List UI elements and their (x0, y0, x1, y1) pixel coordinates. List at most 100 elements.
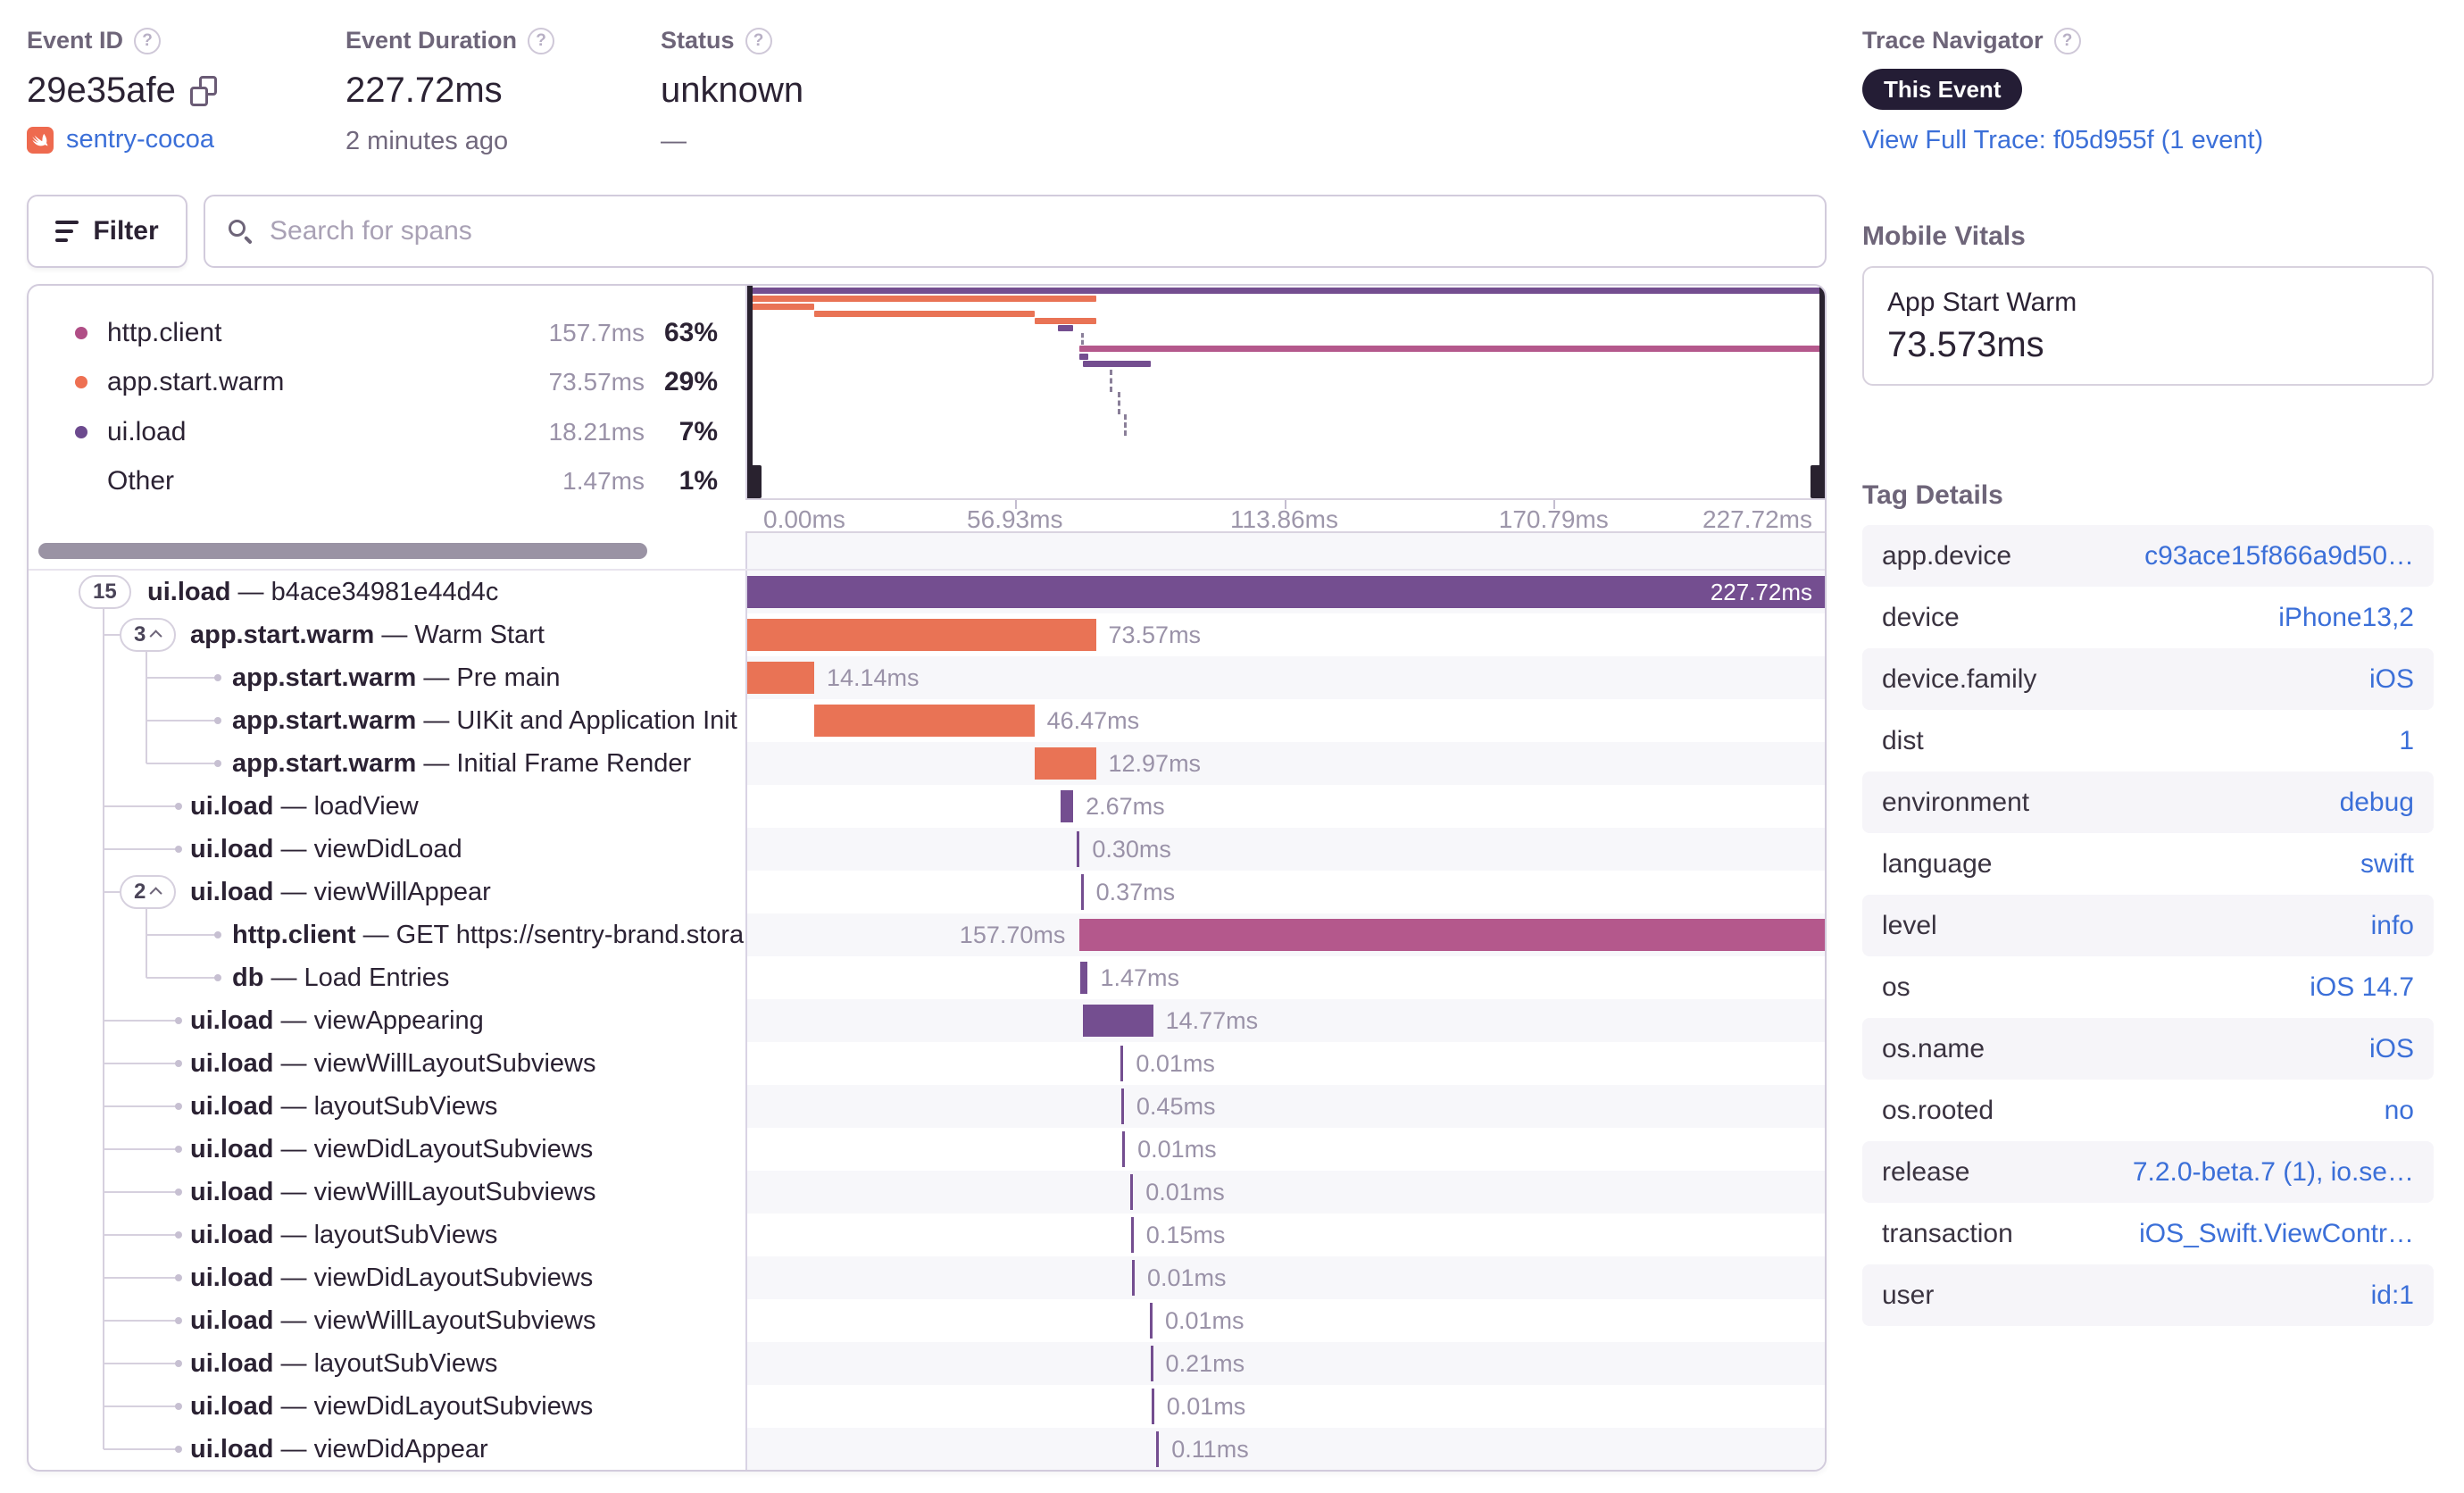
tag-value-link[interactable]: c93ace15f866a9d50… (2144, 540, 2414, 571)
tag-key: os.rooted (1882, 1095, 1994, 1125)
help-icon[interactable]: ? (134, 27, 162, 54)
tag-value-link[interactable]: iOS (2368, 1033, 2414, 1063)
span-duration-bar[interactable] (1060, 790, 1074, 822)
help-icon[interactable]: ? (528, 27, 555, 54)
tag-value-link[interactable]: 1 (2399, 725, 2414, 755)
tag-value-link[interactable]: info (2370, 910, 2414, 940)
panel-divider[interactable] (745, 286, 747, 1470)
span-duration-bar[interactable] (1077, 831, 1080, 867)
span-duration-bar[interactable] (1079, 962, 1088, 994)
copy-icon[interactable] (189, 75, 217, 106)
span-duration-label: 0.21ms (1165, 1350, 1245, 1377)
span-search-bar (204, 195, 1827, 268)
span-duration-bar[interactable] (1034, 747, 1096, 780)
tag-value-link[interactable]: id:1 (2370, 1280, 2414, 1310)
project-name[interactable]: sentry-cocoa (66, 125, 215, 154)
legend-duration: 18.21ms (548, 418, 645, 446)
event-duration-value: 227.72ms (345, 71, 503, 110)
minimap-span-bar (747, 296, 1096, 302)
span-row-label[interactable]: ui.load — viewDidLayoutSubviews (190, 1392, 594, 1421)
span-row-label[interactable]: http.client — GET https://sentry-brand.s… (232, 921, 744, 949)
span-duration-bar[interactable] (1151, 1389, 1154, 1424)
span-row-label[interactable]: ui.load — viewWillLayoutSubviews (190, 1178, 596, 1206)
span-duration-bar[interactable] (1120, 1046, 1124, 1081)
span-duration-bar[interactable] (747, 662, 814, 694)
span-row-label[interactable]: db — Load Entries (232, 963, 450, 992)
span-count-pill[interactable]: 2 (120, 875, 177, 909)
span-row-label[interactable]: ui.load — layoutSubViews (190, 1092, 498, 1121)
span-duration-bar[interactable] (1122, 1131, 1126, 1167)
span-row-label[interactable]: app.start.warm — Pre main (232, 663, 561, 692)
horizontal-scrollbar[interactable] (38, 543, 647, 559)
help-icon[interactable]: ? (2053, 27, 2081, 54)
tree-connector-dot (175, 1360, 182, 1367)
span-row-label[interactable]: ui.load — loadView (190, 792, 419, 821)
tag-value-link[interactable]: debug (2339, 787, 2414, 817)
legend-row[interactable]: ui.load 18.21ms 7% (29, 413, 743, 452)
tag-value-link[interactable]: iOS 14.7 (2310, 972, 2414, 1002)
minimap-right-handle[interactable] (1819, 286, 1825, 498)
span-row-label[interactable]: app.start.warm — Warm Start (190, 621, 545, 649)
tag-key: release (1882, 1156, 1970, 1187)
tag-key: level (1882, 910, 1937, 940)
span-duration-bar[interactable] (1130, 1174, 1134, 1210)
span-duration-bar[interactable] (1120, 1088, 1124, 1124)
span-row-label[interactable]: ui.load — layoutSubViews (190, 1221, 498, 1249)
tree-connector-dot (175, 1060, 182, 1067)
span-duration-bar[interactable] (1082, 1005, 1153, 1037)
vital-card-app-start-warm[interactable]: App Start Warm 73.573ms (1862, 266, 2434, 386)
span-row-label[interactable]: ui.load — viewWillLayoutSubviews (190, 1306, 596, 1335)
span-waterfall-panel: http.client 157.7ms 63% app.start.warm 73.57… (27, 284, 1827, 1472)
legend-row[interactable]: Other 1.47ms 1% (29, 462, 743, 501)
search-input[interactable] (270, 216, 1802, 246)
tag-value-link[interactable]: swift (2360, 848, 2414, 879)
view-full-trace-link[interactable]: View Full Trace: f05d955f (1 event) (1862, 126, 2264, 154)
filter-button[interactable]: Filter (27, 195, 187, 268)
tag-value-link[interactable]: iOS_Swift.ViewContr… (2139, 1218, 2414, 1248)
row-stripe (747, 1342, 1825, 1385)
legend-row[interactable]: app.start.warm 73.57ms 29% (29, 363, 743, 402)
span-duration-bar[interactable] (1130, 1217, 1134, 1253)
span-count-pill[interactable]: 3 (120, 618, 177, 652)
span-duration-bar[interactable] (747, 619, 1096, 651)
span-duration-bar[interactable] (747, 576, 1825, 608)
span-row-label[interactable]: ui.load — viewWillAppear (190, 878, 491, 906)
span-row-label[interactable]: ui.load — viewWillLayoutSubviews (190, 1049, 596, 1078)
span-row-label[interactable]: ui.load — b4ace34981e44d4c (147, 578, 499, 606)
span-duration-bar[interactable] (1132, 1260, 1135, 1296)
span-row-label[interactable]: ui.load — layoutSubViews (190, 1349, 498, 1378)
tag-value-link[interactable]: 7.2.0-beta.7 (1), io.se… (2132, 1156, 2414, 1187)
tree-connector (146, 977, 218, 979)
axis-tick-label: 227.72ms (1702, 505, 1812, 533)
span-row-label[interactable]: ui.load — viewDidLayoutSubviews (190, 1135, 594, 1164)
minimap-left-handle-knob[interactable] (747, 465, 762, 498)
span-duration-bar[interactable] (1150, 1346, 1153, 1381)
project-link[interactable]: sentry-cocoa (27, 125, 217, 154)
span-duration-bar[interactable] (1079, 919, 1825, 951)
span-row-label[interactable]: ui.load — viewDidLayoutSubviews (190, 1264, 594, 1292)
span-row-label[interactable]: app.start.warm — Initial Frame Render (232, 749, 692, 778)
span-duration-bar[interactable] (813, 705, 1035, 737)
span-row-label[interactable]: ui.load — viewDidLoad (190, 835, 462, 863)
tag-value-link[interactable]: iOS (2368, 663, 2414, 694)
span-duration-bar[interactable] (1080, 874, 1084, 910)
span-duration-bar[interactable] (1149, 1303, 1153, 1339)
tag-value-link[interactable]: no (2384, 1095, 2414, 1125)
span-row-label[interactable]: app.start.warm — UIKit and Application I… (232, 706, 737, 735)
help-icon[interactable]: ? (745, 27, 772, 54)
span-count-pill[interactable]: 15 (79, 575, 131, 609)
span-duration-label: 227.72ms (1710, 579, 1812, 605)
tag-row: device iPhone13,2 (1862, 587, 2434, 648)
span-row-label[interactable]: ui.load — viewAppearing (190, 1006, 484, 1035)
row-stripe (747, 999, 1825, 1042)
tag-value-link[interactable]: iPhone13,2 (2278, 602, 2414, 632)
legend-row[interactable]: http.client 157.7ms 63% (29, 313, 743, 353)
minimap-right-handle-knob[interactable] (1811, 465, 1825, 498)
span-row-label[interactable]: ui.load — viewDidAppear (190, 1435, 488, 1464)
span-duration-bar[interactable] (1156, 1431, 1160, 1467)
tree-connector-dot (175, 1446, 182, 1453)
tag-row: os.name iOS (1862, 1018, 2434, 1080)
span-tree: 15 ui.load — b4ace34981e44d4c 3 app.start.w… (29, 571, 744, 1470)
minimap-left-handle[interactable] (747, 286, 753, 498)
event-duration-section: Event Duration ? 227.72ms 2 minutes ago (345, 27, 555, 156)
